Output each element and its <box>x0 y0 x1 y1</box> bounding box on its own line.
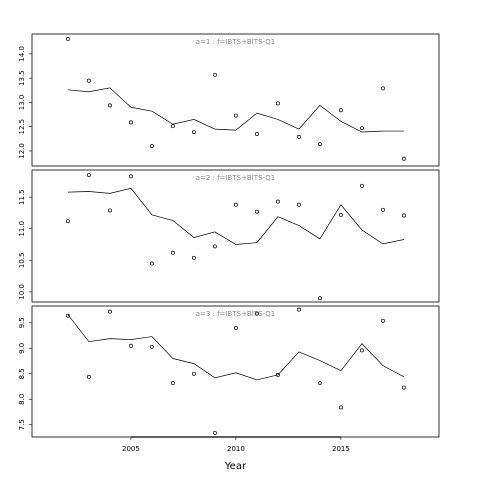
panel-title: a=3 : f=IBTS+BITS-Q1 <box>196 310 276 318</box>
data-point <box>65 219 70 224</box>
y-tick-label: 11.5 <box>18 189 26 205</box>
data-point <box>254 311 259 316</box>
data-point <box>233 202 238 207</box>
fit-line <box>67 187 405 245</box>
data-point <box>296 134 301 139</box>
data-point <box>65 36 70 41</box>
data-point <box>107 103 112 108</box>
data-point <box>170 124 175 129</box>
data-point <box>338 212 343 217</box>
data-point <box>338 108 343 113</box>
y-tick-label: 10.0 <box>18 284 26 300</box>
data-point <box>170 381 175 385</box>
data-point <box>275 101 280 106</box>
data-point <box>128 174 133 179</box>
data-point <box>233 113 238 118</box>
y-tick-label: 11.0 <box>18 221 26 237</box>
data-point <box>275 199 280 204</box>
data-point <box>128 120 133 125</box>
data-point <box>149 344 154 349</box>
panel-frame <box>31 305 440 438</box>
data-point <box>212 72 217 77</box>
x-tick-label: 2010 <box>227 445 245 453</box>
y-tick-label: 8.5 <box>18 368 26 379</box>
data-point <box>254 132 259 136</box>
data-point <box>380 207 385 212</box>
y-tick-label: 8.0 <box>18 394 26 405</box>
data-point <box>191 130 196 134</box>
y-tick-label: 10.5 <box>18 253 26 269</box>
data-point <box>296 307 301 312</box>
panel-frame <box>31 169 440 303</box>
data-point <box>359 183 364 188</box>
data-point <box>191 371 196 376</box>
data-point <box>401 213 406 218</box>
y-tick-label: 9.5 <box>18 317 26 328</box>
data-point <box>86 374 91 379</box>
data-point <box>212 244 217 249</box>
data-point <box>401 156 406 161</box>
fit-line <box>67 87 404 133</box>
panel-frame <box>31 33 440 167</box>
data-point <box>380 86 385 91</box>
panel-title: a=2 : f=IBTS+BITS-Q1 <box>196 174 276 182</box>
data-point <box>170 250 175 255</box>
data-point <box>86 173 91 178</box>
data-point <box>86 78 91 83</box>
data-point <box>233 325 238 330</box>
data-point <box>317 296 322 301</box>
y-tick-label: 12.5 <box>18 119 26 135</box>
y-tick-label: 13.5 <box>18 70 26 86</box>
y-tick-label: 13.0 <box>18 95 26 111</box>
y-tick-label: 12.0 <box>18 143 26 159</box>
data-point <box>191 255 196 260</box>
data-point <box>359 126 364 131</box>
data-point <box>317 381 322 385</box>
data-point <box>275 372 280 377</box>
x-tick-label: 2005 <box>122 445 140 453</box>
y-tick-label: 7.5 <box>18 419 26 430</box>
x-tick-label: 2015 <box>332 445 350 453</box>
data-point <box>65 313 70 318</box>
data-point <box>317 142 322 147</box>
data-point <box>107 309 112 314</box>
data-point <box>149 144 154 149</box>
data-point <box>254 209 259 214</box>
y-tick-label: 14.0 <box>18 46 26 62</box>
y-tick-label: 9.0 <box>18 343 26 354</box>
data-point <box>338 405 343 410</box>
data-point <box>128 343 133 348</box>
data-point <box>359 348 364 353</box>
panel-title: a=1 : f=IBTS+BITS-Q1 <box>196 38 276 46</box>
fit-line <box>67 314 405 381</box>
data-point <box>107 208 112 213</box>
data-point <box>212 430 217 435</box>
data-point <box>380 318 385 323</box>
data-point <box>401 385 406 390</box>
data-point <box>149 261 154 266</box>
x-axis-label: Year <box>224 461 247 472</box>
data-point <box>296 202 301 207</box>
